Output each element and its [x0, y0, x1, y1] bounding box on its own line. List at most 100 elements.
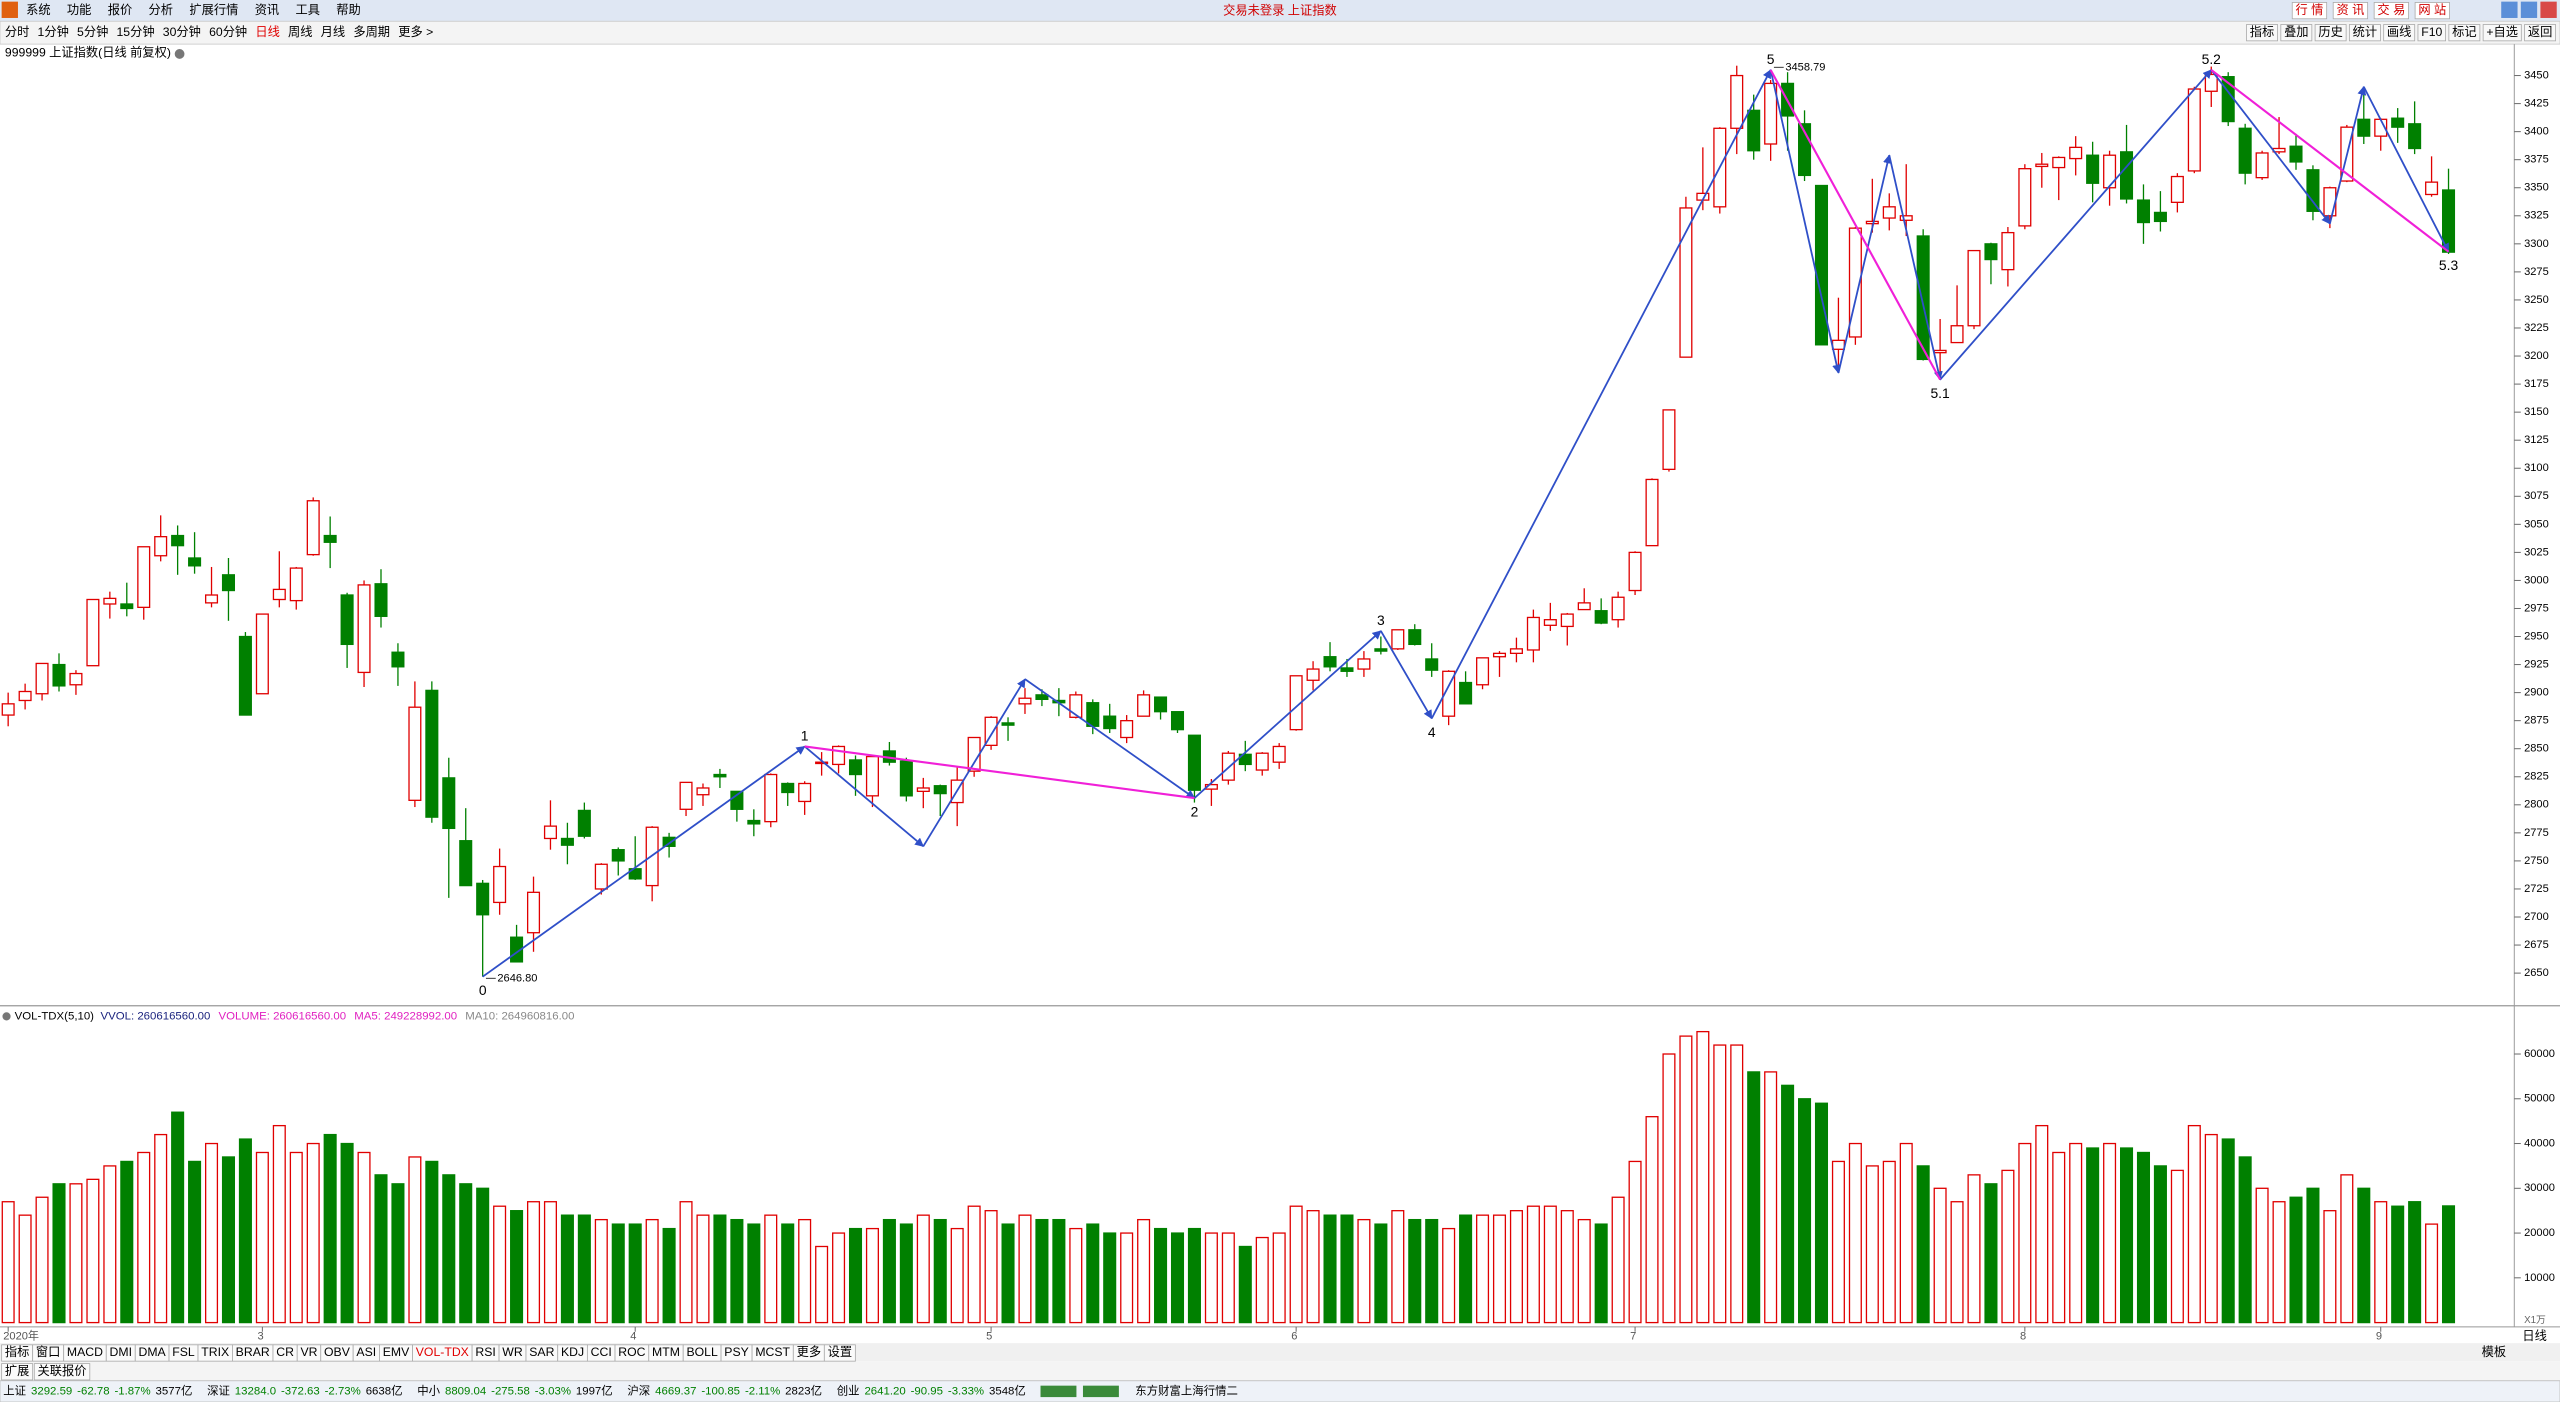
button-box[interactable] — [2291, 2, 2328, 20]
candle-body — [306, 500, 320, 556]
indicator-tab[interactable]: VR — [300, 1345, 317, 1359]
window-button[interactable] — [2520, 1, 2538, 18]
indicator-tab[interactable]: ASI — [356, 1345, 376, 1359]
candle-body — [1442, 670, 1456, 717]
tool-button[interactable]: 返回 — [2528, 25, 2552, 39]
indicator-tab[interactable]: TRIX — [201, 1345, 229, 1359]
button-box[interactable] — [2280, 24, 2313, 42]
button-box[interactable] — [2348, 24, 2381, 42]
button-box[interactable] — [2373, 2, 2409, 20]
tool-button[interactable]: 标记 — [2452, 25, 2476, 39]
y-tick-label: 2650 — [2524, 967, 2549, 979]
button-box[interactable] — [823, 1344, 856, 1362]
indicator-tab[interactable]: 更多 — [797, 1345, 821, 1359]
header-icon[interactable] — [2, 1012, 11, 1021]
candle-body — [272, 588, 286, 601]
header-icon[interactable] — [174, 49, 185, 59]
tool-button[interactable]: F10 — [2421, 25, 2442, 39]
candle-body — [2035, 163, 2049, 168]
menu-item[interactable]: 系统 — [26, 3, 50, 17]
period-tab[interactable]: 周线 — [288, 25, 312, 39]
status-amount: 1997亿 — [576, 1384, 613, 1397]
indicator-tab[interactable]: BOLL — [686, 1345, 717, 1359]
candle-body — [1594, 610, 1608, 624]
indicator-tab[interactable]: FSL — [172, 1345, 195, 1359]
top-button[interactable]: 行 情 — [2296, 3, 2324, 17]
menu-item[interactable]: 报价 — [108, 2, 132, 17]
window-button[interactable] — [2501, 1, 2518, 18]
period-tab[interactable]: 日线 — [255, 25, 279, 39]
template-button[interactable]: 模板 — [2482, 1345, 2506, 1359]
volume-bar — [1408, 1218, 1422, 1324]
indicator-tab[interactable]: OBV — [324, 1345, 351, 1359]
indicator-tab[interactable]: WR — [502, 1345, 523, 1359]
period-tab[interactable]: 分时 — [5, 25, 29, 39]
indicator-tab[interactable]: KDJ — [561, 1345, 584, 1359]
period-tab[interactable]: 更多 > — [398, 25, 433, 39]
status-price: 8809.04 — [445, 1385, 487, 1397]
candle-body — [408, 706, 422, 801]
button-box[interactable] — [1, 1363, 34, 1381]
volume-bar — [916, 1214, 930, 1324]
indicator-tab[interactable]: SAR — [529, 1345, 554, 1359]
menu-item[interactable]: 分析 — [149, 3, 173, 17]
button-box[interactable] — [2383, 24, 2416, 42]
menu-item[interactable]: 资讯 — [255, 3, 279, 17]
period-tab[interactable]: 多周期 — [353, 25, 390, 39]
menu-item[interactable]: 功能 — [67, 3, 91, 17]
button-box[interactable] — [33, 1363, 91, 1381]
indicator-tab[interactable]: CCI — [591, 1345, 612, 1359]
period-tab[interactable]: 1分钟 — [38, 24, 69, 39]
indicator-tab[interactable]: MCST — [755, 1345, 790, 1359]
volume-bar — [1442, 1227, 1456, 1324]
indicator-tab[interactable]: CR — [276, 1345, 294, 1359]
menu-item[interactable]: 扩展行情 — [189, 3, 238, 17]
indicator-tab[interactable]: 设置 — [828, 1345, 852, 1359]
indicator-tab[interactable]: ROC — [618, 1345, 645, 1359]
tool-button[interactable]: 叠加 — [2284, 25, 2308, 39]
button-box[interactable] — [2332, 2, 2369, 20]
indicator-tab[interactable]: DMI — [110, 1345, 132, 1359]
indicator-tab[interactable]: PSY — [724, 1345, 749, 1359]
indicator-tab[interactable]: DMA — [139, 1345, 167, 1359]
indicator-tab[interactable]: MTM — [652, 1345, 680, 1359]
bottom-tab[interactable]: 扩展 — [5, 1364, 29, 1378]
indicator-tab[interactable]: MACD — [67, 1345, 103, 1359]
button-box[interactable] — [2314, 24, 2347, 42]
candle-body — [798, 782, 812, 803]
indicator-tab[interactable]: RSI — [475, 1345, 495, 1359]
indicator-tab[interactable]: BRAR — [236, 1345, 270, 1359]
volume-bar — [1001, 1223, 1015, 1324]
indicator-tab[interactable]: 指标 — [5, 1344, 29, 1359]
tool-button[interactable]: 指标 — [2250, 24, 2274, 39]
volume-bar — [832, 1232, 846, 1324]
tool-button[interactable]: 统计 — [2353, 25, 2377, 39]
indicator-tab[interactable]: 窗口 — [36, 1345, 60, 1359]
top-button[interactable]: 网 站 — [2418, 3, 2446, 17]
period-tab[interactable]: 月线 — [321, 25, 345, 39]
button-box[interactable] — [2417, 24, 2446, 42]
period-tab[interactable]: 5分钟 — [77, 24, 108, 39]
period-tab[interactable]: 60分钟 — [209, 24, 247, 39]
y-tick-label: 3225 — [2524, 322, 2549, 334]
period-tab[interactable]: 30分钟 — [163, 24, 201, 39]
volume-bar — [69, 1183, 83, 1324]
button-box[interactable] — [2448, 24, 2481, 42]
button-box[interactable] — [2524, 24, 2557, 42]
button-box[interactable] — [2414, 2, 2450, 20]
indicator-tab[interactable]: VOL-TDX — [416, 1345, 469, 1359]
button-box[interactable] — [2246, 24, 2278, 42]
bottom-tab[interactable]: 关联报价 — [38, 1363, 87, 1378]
top-button[interactable]: 交 易 — [2377, 2, 2405, 17]
period-tab[interactable]: 15分钟 — [117, 24, 155, 39]
menu-item[interactable]: 帮助 — [336, 3, 360, 17]
window-button[interactable] — [2540, 1, 2557, 18]
top-button[interactable]: 资 讯 — [2336, 3, 2364, 17]
candle-body — [1899, 215, 1913, 221]
tool-button[interactable]: 画线 — [2387, 25, 2411, 39]
menu-item[interactable]: 工具 — [296, 3, 320, 17]
tool-button[interactable]: 历史 — [2318, 25, 2342, 39]
indicator-tab[interactable]: EMV — [383, 1345, 410, 1359]
tool-button[interactable]: +自选 — [2486, 25, 2518, 39]
button-box[interactable] — [2482, 24, 2522, 42]
